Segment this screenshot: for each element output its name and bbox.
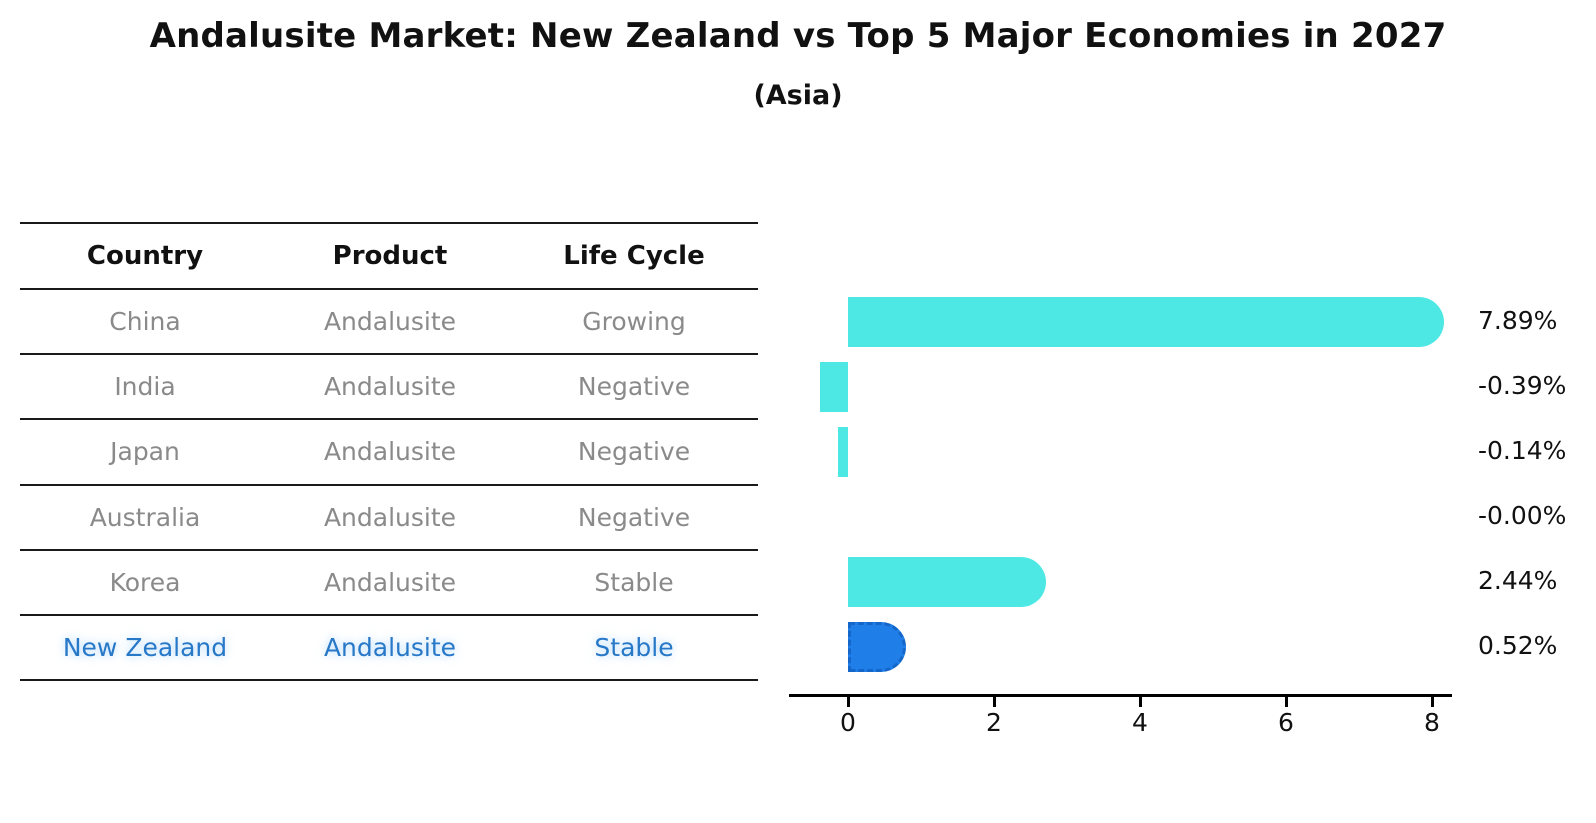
country-cell: Japan [110,437,180,466]
x-tick: 4 [1118,697,1162,737]
country-cell: New Zealand [62,633,228,662]
x-tick-mark [1284,697,1288,707]
table-row: Korea Andalusite Stable [20,550,758,615]
table-rule [20,484,758,486]
x-tick-label: 6 [1278,708,1294,737]
product-cell: Andalusite [323,633,457,662]
x-tick-label: 2 [986,708,1002,737]
life-cycle-cell: Growing [582,307,686,336]
x-axis-line [789,694,1452,697]
country-cell: India [114,372,176,401]
x-tick-mark [1430,697,1434,707]
product-cell: Andalusite [323,372,457,401]
x-tick: 8 [1410,697,1454,737]
col-header-life-cycle: Life Cycle [563,240,705,271]
table-row-new-zealand: New Zealand Andalusite Stable [20,615,758,680]
life-cycle-cell: Negative [577,503,691,532]
table-header-row: Country Product Life Cycle [20,223,758,288]
country-cell: Australia [89,503,201,532]
col-header-country: Country [86,240,204,271]
product-cell: Andalusite [323,503,457,532]
life-cycle-cell: Stable [594,568,674,597]
country-cell: Korea [109,568,181,597]
table-row: Japan Andalusite Negative [20,419,758,484]
col-header-product: Product [332,240,448,271]
chart-subtitle: (Asia) [753,80,843,111]
x-tick-label: 8 [1424,708,1440,737]
table-rule [20,614,758,616]
table-row: India Andalusite Negative [20,354,758,419]
bar-korea [848,557,1047,607]
x-tick: 6 [1264,697,1308,737]
bar-japan [837,427,848,477]
life-cycle-cell: Negative [577,372,691,401]
value-label: -0.14% [1478,436,1567,465]
value-label: -0.00% [1478,501,1567,530]
x-tick: 2 [972,697,1016,737]
product-cell: Andalusite [323,568,457,597]
value-label: 2.44% [1478,566,1558,595]
table-rule [20,549,758,551]
x-tick: 0 [826,697,870,737]
country-cell: China [109,307,181,336]
bar-india [819,362,848,412]
x-tick-mark [992,697,996,707]
table-rule [20,418,758,420]
x-tick-mark [846,697,850,707]
x-tick-label: 4 [1132,708,1148,737]
table-rule [20,679,758,681]
product-cell: Andalusite [323,437,457,466]
life-cycle-cell: Negative [577,437,691,466]
x-tick-mark [1138,697,1142,707]
x-tick-label: 0 [840,708,856,737]
bar-new-zealand [848,622,906,672]
bar-china [848,297,1444,347]
chart-title: Andalusite Market: New Zealand vs Top 5 … [149,16,1447,56]
table-row: Australia Andalusite Negative [20,485,758,550]
table-rule [20,353,758,355]
product-cell: Andalusite [323,307,457,336]
table-rule [20,222,758,224]
value-label: 7.89% [1478,306,1558,335]
value-label: 0.52% [1478,631,1558,660]
table-rule [20,288,758,290]
life-cycle-cell: Stable [594,633,674,662]
table-row: China Andalusite Growing [20,289,758,354]
value-label: -0.39% [1478,371,1567,400]
